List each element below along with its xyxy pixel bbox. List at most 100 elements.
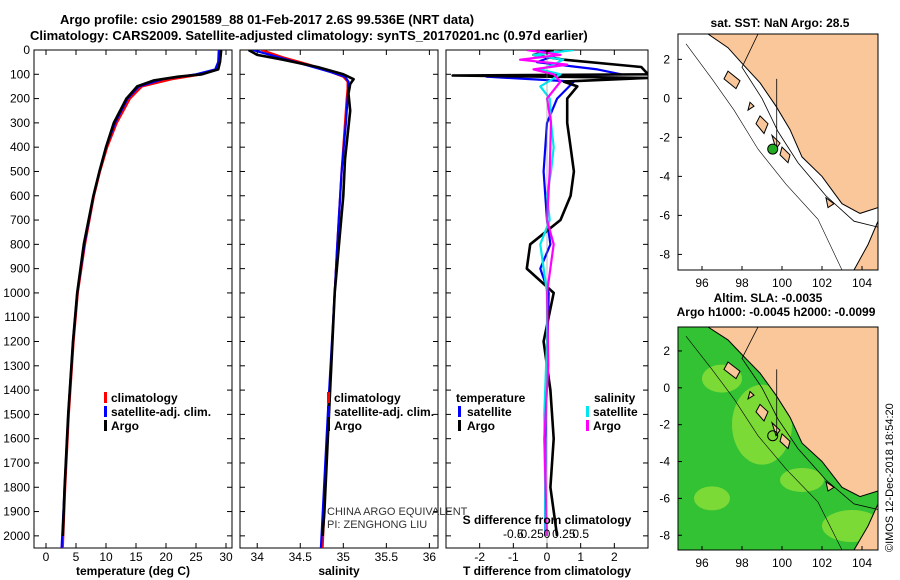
diff-legend-swatch-t-argo (458, 420, 461, 431)
depth-contour (685, 43, 843, 270)
temperature-legend: climatology satellite-adj. clim. Argo (104, 391, 211, 433)
y-tick-label: 2000 (3, 529, 30, 543)
s-tick-label: -0.5 (503, 527, 524, 541)
y-tick-label: 800 (10, 237, 30, 251)
map-y-tick-label: -4 (659, 455, 670, 469)
x-tick-label: 5 (73, 550, 80, 564)
map-y-tick-label: 2 (663, 344, 670, 358)
x-tick-label: 30 (219, 550, 233, 564)
title-line-1: Argo profile: csio 2901589_88 01-Feb-201… (60, 12, 475, 27)
x-tick-label: 0 (544, 550, 551, 564)
sal-legend-label-climatology: climatology (334, 391, 401, 405)
y-tick-label: 1400 (3, 383, 30, 397)
y-tick-label: 400 (10, 140, 30, 154)
y-tick-label: 500 (10, 164, 30, 178)
depth-contour (685, 336, 843, 550)
argo-float-marker (767, 143, 779, 155)
s-tick-label: 0.5 (572, 527, 589, 541)
land-island (779, 432, 791, 450)
y-tick-label: 0 (23, 43, 30, 57)
sla-map-subtitle: Argo h1000: -0.0045 h2000: -0.0099 (677, 305, 876, 319)
sal-legend-label-argo: Argo (334, 419, 362, 433)
x-tick-label: 35.5 (375, 550, 399, 564)
annotation-line-2: PI: ZENGHONG LIU (327, 519, 427, 531)
diff-legend-label-s-argo: Argo (593, 419, 621, 433)
land-island (825, 196, 835, 209)
map-y-tick-label: -6 (659, 208, 670, 222)
title-line-2: Climatology: CARS2009. Satellite-adjuste… (30, 28, 588, 43)
sal-legend-swatch-climatology (327, 392, 330, 403)
plot-axes: 0100200300400500600700800900100011001200… (3, 43, 648, 564)
difference-xlabel: T difference from climatology (463, 564, 631, 578)
series-line-salinity-argo (518, 50, 569, 536)
y-tick-label: 1500 (3, 407, 30, 421)
diff-legend-label-t-satellite: satellite (467, 405, 512, 419)
sla-map-frame (677, 326, 879, 551)
land-island (825, 480, 835, 492)
depth-contour (741, 327, 878, 510)
s-tick-label: 0.25 (552, 527, 576, 541)
legend-label-satellite: satellite-adj. clim. (111, 405, 211, 419)
sla-map-title: Altim. SLA: -0.0035 (714, 291, 823, 305)
x-tick-label: 1 (577, 550, 584, 564)
sal-legend-swatch-argo (327, 420, 330, 431)
salinity-plot (247, 50, 355, 548)
sal-legend-swatch-satellite (327, 406, 330, 417)
y-tick-label: 1600 (3, 432, 30, 446)
temperature-plot (60, 50, 223, 548)
map-y-tick-label: 2 (663, 52, 670, 66)
map-y-tick-label: -6 (659, 491, 670, 505)
map-x-tick-label: 102 (812, 556, 832, 570)
land-island (779, 146, 791, 164)
argo-float-marker (767, 430, 779, 442)
s-tick-label: -0.25 (516, 527, 544, 541)
x-tick-label: 15 (129, 550, 143, 564)
legend-swatch-argo (104, 420, 107, 431)
map-y-tick-label: 0 (663, 381, 670, 395)
temperature-xlabel: temperature (deg C) (76, 564, 190, 578)
salinity-xlabel: salinity (318, 564, 360, 578)
land-island (770, 421, 781, 437)
sst-map-frame (677, 33, 879, 271)
y-tick-label: 1100 (4, 310, 30, 324)
y-tick-label: 700 (10, 213, 30, 227)
y-tick-label: 1800 (3, 480, 30, 494)
x-tick-label: 10 (99, 550, 113, 564)
difference-legend: temperature satellite Argo salinity sate… (456, 391, 638, 433)
diff-legend-swatch-s-satellite (586, 406, 589, 417)
salinity-legend: climatology satellite-adj. clim. Argo (327, 391, 434, 433)
land-sumatra (686, 327, 878, 498)
legend-swatch-climatology (104, 392, 107, 403)
x-tick-label: 0 (43, 550, 50, 564)
y-tick-label: 1000 (3, 286, 30, 300)
map-x-tick-label: 96 (695, 276, 709, 290)
x-tick-label: 2 (611, 550, 618, 564)
diff-legend-swatch-s-argo (586, 420, 589, 431)
y-tick-label: 900 (10, 262, 30, 276)
sla-anomaly (780, 467, 824, 492)
sst-map (678, 34, 878, 270)
credit-text: ©IMOS 12-Dec-2018 18:54:20 (884, 403, 896, 552)
temperature-plot-frame (33, 49, 233, 549)
sla-anomaly (694, 486, 730, 511)
map-y-tick-label: -4 (659, 169, 670, 183)
y-tick-label: 1300 (3, 359, 30, 373)
map-y-tick-label: -8 (659, 247, 670, 261)
land-island (723, 361, 741, 380)
map-y-tick-label: 0 (663, 91, 670, 105)
map-x-tick-label: 98 (735, 276, 749, 290)
difference-xlabel-top: S difference from climatology (463, 513, 632, 527)
land-sumatra (686, 34, 878, 214)
annotation-line-1: CHINA ARGO EQUIVALENT (327, 506, 468, 518)
map-x-tick-label: 104 (852, 276, 872, 290)
land-island (755, 403, 769, 422)
float-annotation: CHINA ARGO EQUIVALENT PI: ZENGHONG LIU (327, 506, 468, 531)
diff-legend-title-temperature: temperature (456, 391, 526, 405)
y-tick-label: 1900 (3, 505, 30, 519)
land-island (723, 70, 741, 90)
y-tick-label: 1700 (3, 456, 30, 470)
diff-legend-swatch-t-satellite (458, 406, 461, 417)
legend-label-climatology: climatology (111, 391, 178, 405)
land-island (755, 115, 769, 135)
map-axes: 96 98 100 102 104 2 0 -2 -4 -6 -8 96 98 100 102 104 2 0 -2… (659, 52, 872, 570)
